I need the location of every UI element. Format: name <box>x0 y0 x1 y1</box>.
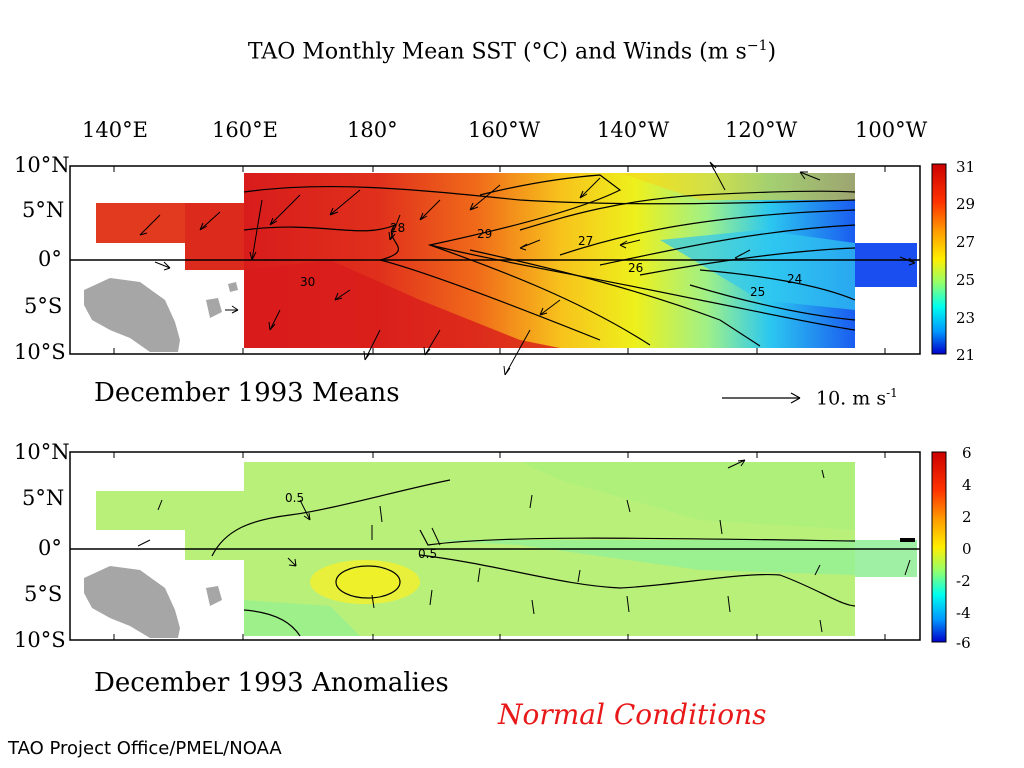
bottom-lat-label-10n: 10°N <box>14 440 70 464</box>
bottom-lat-label-10s: 10°S <box>14 628 66 652</box>
bottom-colorbar-tick-2: 2 <box>962 508 972 526</box>
chart-title: TAO Monthly Mean SST (°C) and Winds (m s… <box>0 38 1024 64</box>
contour-label-28: 28 <box>390 221 405 235</box>
top-colorbar <box>931 163 947 355</box>
top-lat-label-10s: 10°S <box>14 340 66 364</box>
bottom-panel-caption: December 1993 Anomalies <box>94 668 449 698</box>
lon-label-100w: 100°W <box>855 118 928 142</box>
wind-scale-label: 10. m s-1 <box>816 386 898 409</box>
anomaly-contour-label-b: 0.5 <box>418 547 437 561</box>
lon-label-180: 180° <box>347 118 398 142</box>
top-contour-labels: 30 29 28 27 26 25 24 <box>300 221 802 299</box>
contour-label-27: 27 <box>578 234 593 248</box>
bottom-colorbar-tick-6: 6 <box>962 444 972 462</box>
lon-label-160w: 160°W <box>468 118 541 142</box>
bottom-lat-label-5n: 5°N <box>22 486 65 510</box>
top-colorbar-tick-23: 23 <box>956 309 976 327</box>
lon-label-140e: 140°E <box>82 118 148 142</box>
bottom-panel-frame <box>69 451 921 641</box>
land-new-guinea-top <box>84 278 238 352</box>
bottom-colorbar-tick-neg2: -2 <box>956 572 971 590</box>
bottom-wind-arrows <box>137 459 915 633</box>
title-close: ) <box>767 39 777 65</box>
land-new-guinea-bottom <box>84 566 222 638</box>
lon-label-120w: 120°W <box>725 118 798 142</box>
top-lat-label-5n: 5°N <box>22 198 65 222</box>
top-colorbar-tick-21: 21 <box>956 346 976 364</box>
bottom-colorbar <box>931 451 947 643</box>
top-lat-label-10n: 10°N <box>14 153 70 177</box>
contour-label-29: 29 <box>477 227 492 241</box>
wind-scale-unit: m s <box>852 387 887 410</box>
bottom-lat-label-5s: 5°S <box>24 582 63 606</box>
title-main: TAO Monthly Mean SST (°C) and Winds (m s <box>247 39 747 65</box>
lon-label-140w: 140°W <box>597 118 670 142</box>
bottom-colorbar-tick-neg6: -6 <box>956 634 971 652</box>
top-colorbar-tick-27: 27 <box>956 233 976 251</box>
wind-scale-value: 10. <box>816 387 847 410</box>
top-panel-caption: December 1993 Means <box>94 378 400 408</box>
contour-label-25: 25 <box>750 285 765 299</box>
bottom-panel-ticks <box>113 452 886 640</box>
top-panel-ticks <box>113 166 886 354</box>
bottom-colorbar-tick-4: 4 <box>962 476 972 494</box>
top-colorbar-tick-25: 25 <box>956 271 976 289</box>
credit-label: TAO Project Office/PMEL/NOAA <box>8 738 282 759</box>
anomaly-contour-label-a: 0.5 <box>285 491 304 505</box>
conditions-label: Normal Conditions <box>498 698 767 731</box>
contour-label-24: 24 <box>787 272 802 286</box>
bottom-anomaly-field <box>96 462 917 636</box>
bottom-contours <box>211 479 856 637</box>
top-contours <box>243 174 856 347</box>
title-superscript: −1 <box>746 38 768 54</box>
bottom-colorbar-tick-neg4: -4 <box>956 604 971 622</box>
top-colorbar-tick-29: 29 <box>956 195 976 213</box>
contour-label-26: 26 <box>628 261 643 275</box>
top-wind-arrows <box>139 161 916 376</box>
contour-label-30: 30 <box>300 275 315 289</box>
bottom-lat-label-0: 0° <box>38 536 62 560</box>
bottom-colorbar-tick-0: 0 <box>962 540 972 558</box>
wind-scale-superscript: -1 <box>886 386 898 400</box>
wind-scale-arrow <box>722 392 801 404</box>
top-lat-label-5s: 5°S <box>24 294 63 318</box>
bottom-contour-labels: 0.5 0.5 <box>285 491 437 561</box>
top-lat-label-0: 0° <box>38 247 62 271</box>
top-colorbar-tick-31: 31 <box>956 158 976 176</box>
lon-label-160e: 160°E <box>212 118 278 142</box>
